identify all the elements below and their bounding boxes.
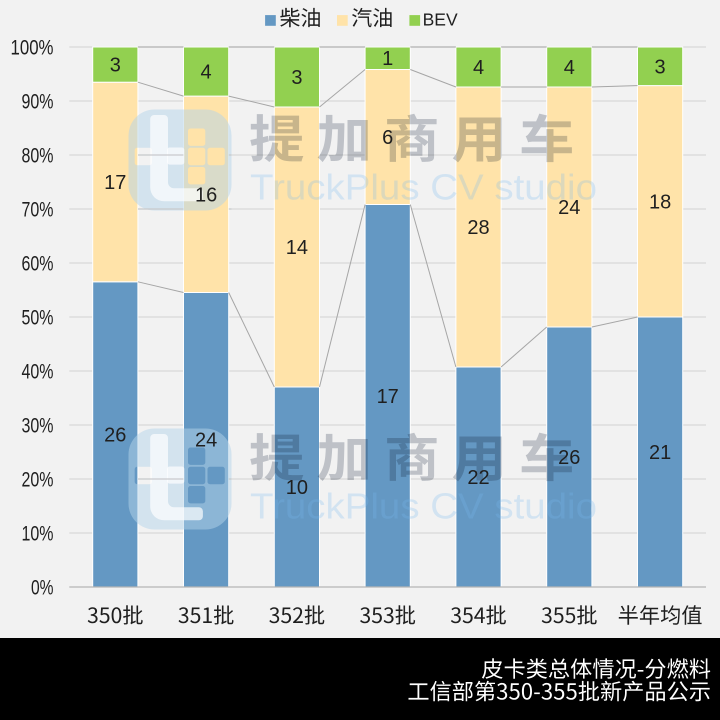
svg-text:3: 3 [291, 67, 302, 89]
svg-text:60%: 60% [22, 252, 54, 276]
svg-text:10: 10 [286, 477, 308, 499]
svg-text:26: 26 [104, 424, 126, 446]
svg-text:0%: 0% [31, 576, 54, 600]
svg-text:18: 18 [649, 191, 671, 213]
svg-text:14: 14 [286, 237, 308, 259]
svg-text:22: 22 [467, 467, 489, 489]
svg-text:26: 26 [558, 447, 580, 469]
svg-text:20%: 20% [22, 468, 54, 492]
svg-text:10%: 10% [22, 522, 54, 546]
svg-text:4: 4 [473, 57, 484, 79]
svg-text:4: 4 [564, 57, 575, 79]
svg-text:80%: 80% [22, 144, 54, 168]
svg-text:3: 3 [655, 56, 666, 78]
svg-text:90%: 90% [22, 90, 54, 114]
svg-text:21: 21 [649, 442, 671, 464]
svg-text:24: 24 [195, 430, 217, 452]
svg-text:30%: 30% [22, 414, 54, 438]
svg-text:1: 1 [382, 48, 393, 70]
svg-text:40%: 40% [22, 360, 54, 384]
svg-text:70%: 70% [22, 198, 54, 222]
svg-text:TruckPlus CV studio: TruckPlus CV studio [250, 486, 597, 527]
svg-text:17: 17 [377, 386, 399, 408]
svg-text:17: 17 [104, 172, 126, 194]
svg-text:24: 24 [558, 197, 580, 219]
svg-text:50%: 50% [22, 306, 54, 330]
svg-text:100%: 100% [11, 36, 54, 60]
svg-text:TruckPlus CV studio: TruckPlus CV studio [250, 167, 597, 208]
svg-text:BEV: BEV [423, 10, 458, 30]
svg-text:16: 16 [195, 184, 217, 206]
svg-text:3: 3 [110, 55, 121, 77]
svg-text:28: 28 [467, 217, 489, 239]
svg-text:6: 6 [382, 127, 393, 149]
svg-text:4: 4 [201, 62, 212, 84]
